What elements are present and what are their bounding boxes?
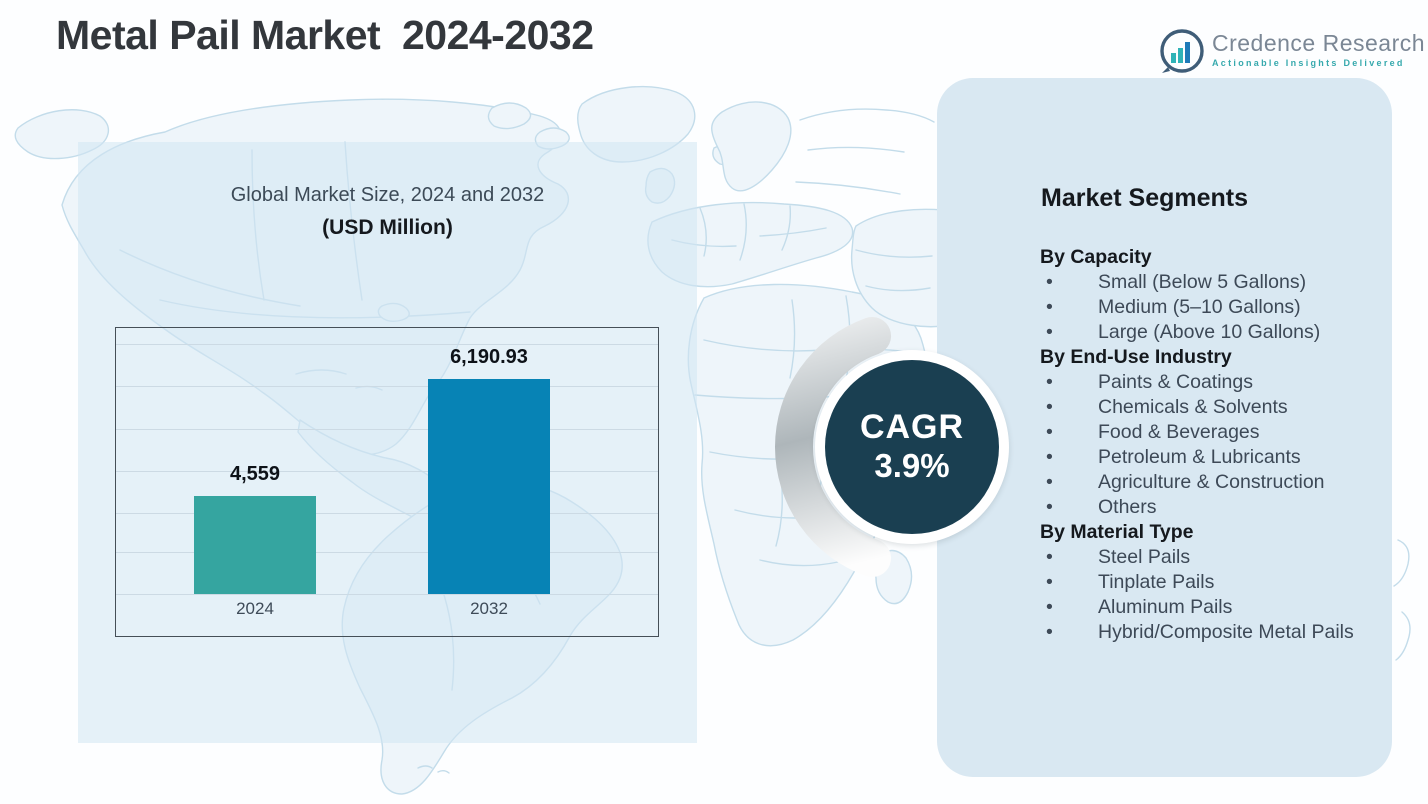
segments-heading: Market Segments <box>1041 184 1249 212</box>
segment-item: • Steel Pails <box>1046 546 1191 568</box>
gridline <box>116 344 658 345</box>
segment-group-items: • Small (Below 5 Gallons) • Medium (5–10 Ga… <box>1040 270 1362 345</box>
bar-value-label: 4,559 <box>229 463 281 485</box>
chart-panel: Global Market Size, 2024 and 2032 (USD M… <box>78 142 697 743</box>
segment-item: • Petroleum & Lubricants <box>1046 446 1301 468</box>
segment-group-title: By Capacity <box>1040 246 1152 268</box>
bullet-icon: • <box>1046 421 1053 443</box>
bar-chart: 4,559 2024 6,190.93 2032 <box>115 327 659 637</box>
cagr-label: CAGR <box>859 408 965 446</box>
cagr-badge: CAGR 3.9% <box>825 360 999 534</box>
bar-2024 <box>194 496 316 594</box>
segment-item: • Chemicals & Solvents <box>1046 396 1288 418</box>
bullet-icon: • <box>1046 296 1053 318</box>
bullet-icon: • <box>1046 571 1053 593</box>
segment-group-items: • Steel Pails • Tinplate Pails • Aluminum Pai… <box>1040 545 1362 645</box>
bar-x-label: 2032 <box>470 599 508 618</box>
swoosh-arc <box>775 310 1049 584</box>
segments-list: By Capacity • Small (Below 5 Gallons) • Medi… <box>1040 245 1362 645</box>
chart-title: Global Market Size, 2024 and 2032 <box>230 184 545 206</box>
gridline <box>116 386 658 387</box>
bar-x-label: 2024 <box>236 599 274 618</box>
chart-subtitle: (USD Million) <box>322 216 453 239</box>
market-segments-panel: Market Segments By Capacity • Small (Below… <box>937 78 1392 777</box>
segment-item: • Food & Beverages <box>1046 421 1260 443</box>
bullet-icon: • <box>1046 396 1053 418</box>
bullet-icon: • <box>1046 371 1053 393</box>
segment-item: • Hybrid/Composite Metal Pails <box>1046 621 1354 643</box>
gridline <box>116 429 658 430</box>
bullet-icon: • <box>1046 596 1053 618</box>
segment-group-title: By Material Type <box>1040 521 1194 543</box>
segment-item: • Others <box>1046 496 1157 518</box>
bar-2032 <box>428 379 550 594</box>
gridline <box>116 552 658 553</box>
segment-group-title: By End-Use Industry <box>1040 346 1232 368</box>
brand-logo: Credence Research Actionable Insights De… <box>1158 27 1425 75</box>
bullet-icon: • <box>1046 271 1053 293</box>
brand-name: Credence Research <box>1212 30 1426 56</box>
bullet-icon: • <box>1046 621 1053 643</box>
segment-item: • Agriculture & Construction <box>1046 471 1325 493</box>
gridline <box>116 513 658 514</box>
segment-item: • Medium (5–10 Gallons) <box>1046 296 1301 318</box>
gridline <box>116 471 658 472</box>
segment-item: • Small (Below 5 Gallons) <box>1046 271 1307 293</box>
bullet-icon: • <box>1046 321 1053 343</box>
page-title: Metal Pail Market 2024-2032 <box>56 12 594 58</box>
gridline <box>116 594 658 595</box>
bar-value-label: 6,190.93 <box>450 346 528 368</box>
segment-item: • Aluminum Pails <box>1046 596 1233 618</box>
segment-group-items: • Paints & Coatings • Chemicals & Solvents •… <box>1040 370 1362 520</box>
bullet-icon: • <box>1046 546 1053 568</box>
bullet-icon: • <box>1046 446 1053 468</box>
cagr-value: 3.9% <box>874 447 950 484</box>
segment-item: • Large (Above 10 Gallons) <box>1046 321 1321 343</box>
bar-chart-logo-icon <box>1160 29 1204 73</box>
bullet-icon: • <box>1046 471 1053 493</box>
segment-item: • Paints & Coatings <box>1046 371 1254 393</box>
bullet-icon: • <box>1046 496 1053 518</box>
brand-tagline: Actionable Insights Delivered <box>1212 58 1405 68</box>
segment-item: • Tinplate Pails <box>1046 571 1215 593</box>
